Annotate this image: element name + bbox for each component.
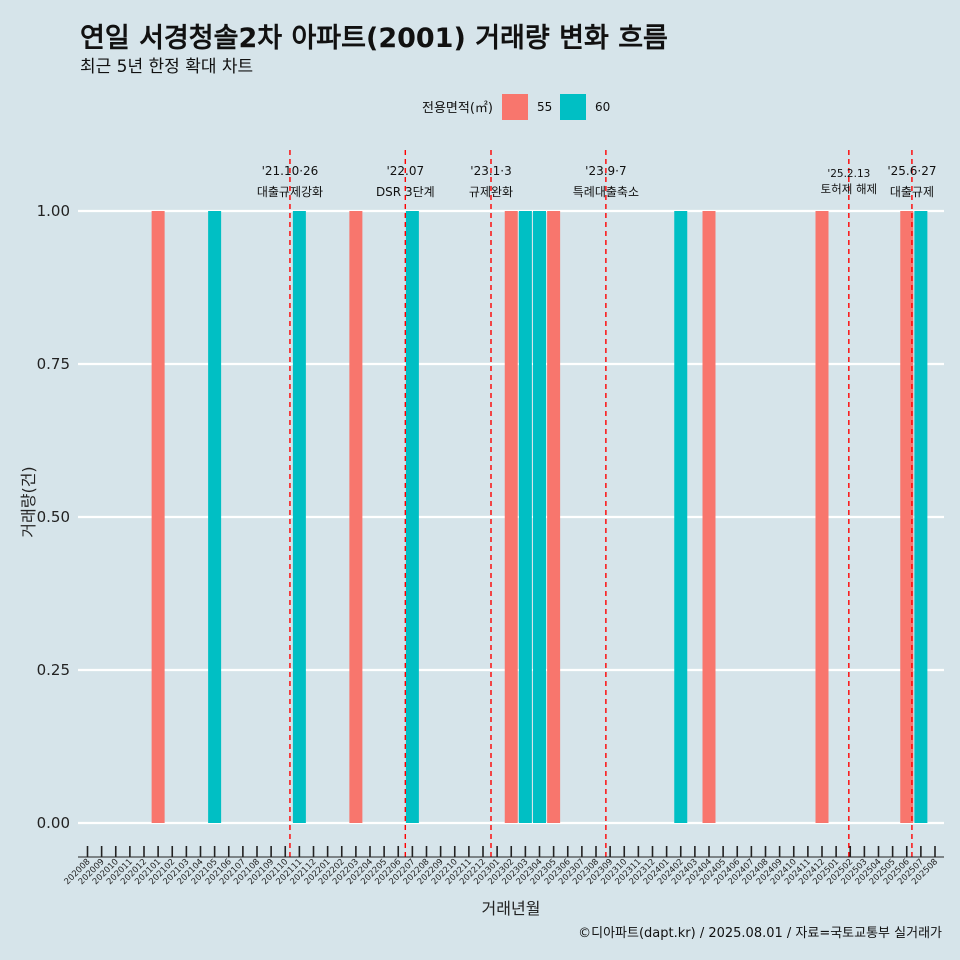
bar-55-202305 bbox=[547, 211, 561, 823]
event-name-label: DSR 3단계 bbox=[376, 185, 435, 199]
source-caption: ©디아파트(dapt.kr) / 2025.08.01 / 자료=국토교통부 실… bbox=[578, 926, 942, 941]
legend-swatch-60 bbox=[560, 94, 586, 120]
event-name-label: 특례대출축소 bbox=[573, 185, 639, 199]
bar-60-202207 bbox=[405, 211, 419, 823]
y-tick-label: 0.25 bbox=[37, 661, 70, 679]
bar-60-202111 bbox=[292, 211, 306, 823]
bar-55-202412 bbox=[815, 211, 829, 823]
bar-55-202506 bbox=[900, 211, 914, 823]
bar-55-202203 bbox=[349, 211, 363, 823]
event-name-label: 대출규제 bbox=[890, 185, 934, 199]
event-date-label: '23.1·3 bbox=[470, 164, 511, 178]
y-tick-label: 1.00 bbox=[37, 202, 70, 220]
bar-55-202101 bbox=[151, 211, 165, 823]
event-date-label: '25.6·27 bbox=[887, 164, 936, 178]
y-tick-label: 0.75 bbox=[37, 355, 70, 373]
chart-subtitle: 최근 5년 한정 확대 차트 bbox=[80, 57, 254, 77]
legend: 전용면적(㎡) 55 60 bbox=[422, 94, 610, 120]
x-axis: 2020082020092020102020112020122021012021… bbox=[63, 846, 944, 887]
y-axis-title: 거래량(건) bbox=[19, 466, 38, 537]
bar-60-202402 bbox=[674, 211, 688, 823]
event-name-label: 토허제 해제 bbox=[821, 182, 878, 196]
event-date-label: '22.07 bbox=[386, 164, 424, 178]
y-tick-label: 0.50 bbox=[37, 508, 70, 526]
chart-title: 연일 서경청솔2차 아파트(2001) 거래량 변화 흐름 bbox=[80, 23, 668, 54]
event-date-label: '25.2.13 bbox=[827, 168, 870, 180]
bar-55-202404 bbox=[702, 211, 716, 823]
y-axis-ticks: 0.00 0.25 0.50 0.75 1.00 bbox=[37, 202, 70, 832]
event-name-label: 대출규제강화 bbox=[257, 185, 323, 199]
legend-swatch-55 bbox=[502, 94, 528, 120]
x-axis-title: 거래년월 bbox=[482, 899, 541, 918]
y-tick-label: 0.00 bbox=[37, 814, 70, 832]
bar-60-202304 bbox=[533, 211, 546, 823]
event-name-label: 규제완화 bbox=[469, 185, 513, 199]
legend-label-60: 60 bbox=[595, 100, 610, 114]
bar-60-202303 bbox=[518, 211, 532, 823]
legend-title: 전용면적(㎡) bbox=[422, 101, 493, 116]
bar-60-202105 bbox=[208, 211, 222, 823]
bar-60-202507 bbox=[914, 211, 928, 823]
event-date-label: '21.10·26 bbox=[262, 164, 319, 178]
bars bbox=[151, 211, 928, 823]
bar-55-202302 bbox=[504, 211, 518, 823]
event-date-label: '23.9·7 bbox=[585, 164, 626, 178]
event-markers: '21.10·26 대출규제강화 '22.07 DSR 3단계 '23.1·3 규제완화 '… bbox=[257, 150, 936, 857]
legend-label-55: 55 bbox=[537, 100, 552, 114]
